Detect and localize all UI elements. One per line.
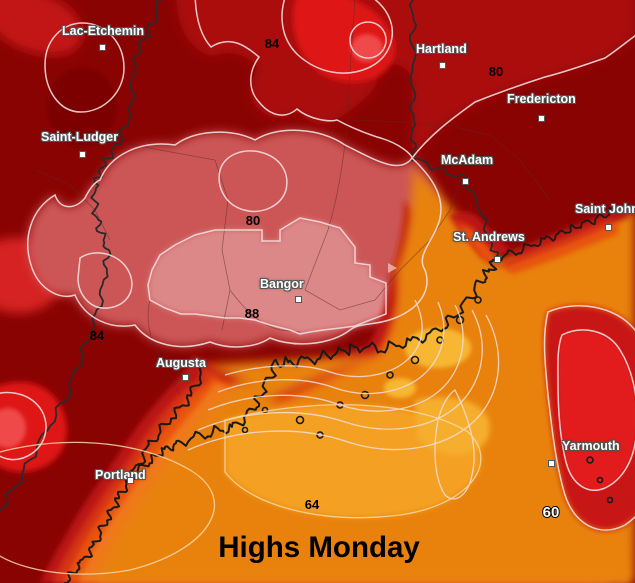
svg-text:64: 64 — [305, 497, 320, 512]
svg-text:60: 60 — [543, 504, 560, 521]
svg-text:80: 80 — [246, 213, 260, 228]
svg-text:84: 84 — [265, 36, 280, 51]
svg-text:84: 84 — [90, 328, 105, 343]
svg-text:88: 88 — [245, 306, 259, 321]
svg-text:Highs Monday: Highs Monday — [218, 531, 420, 564]
svg-text:80: 80 — [489, 64, 503, 79]
